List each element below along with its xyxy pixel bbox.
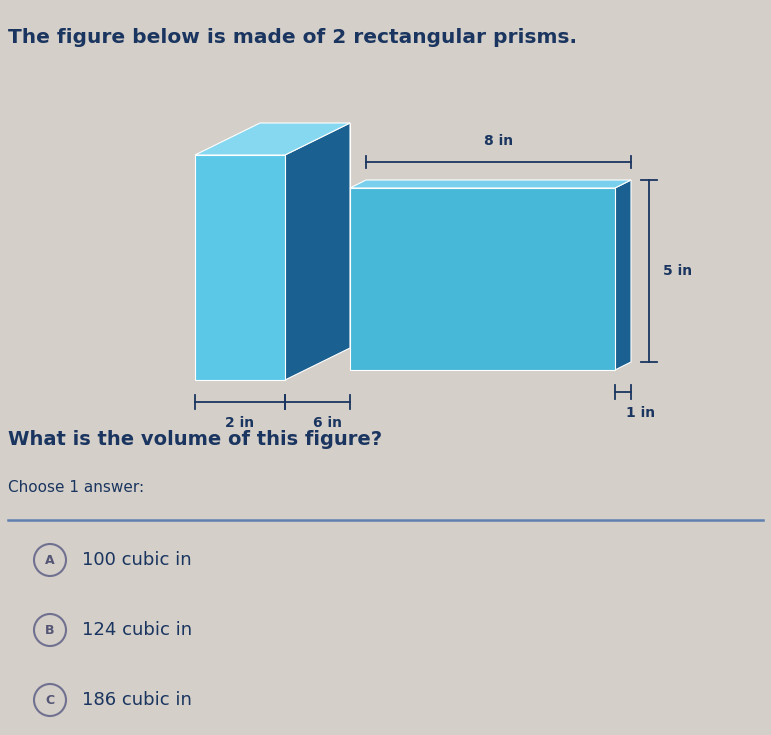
Text: B: B bbox=[45, 623, 55, 637]
Text: 2 in: 2 in bbox=[225, 416, 254, 430]
Text: 124 cubic in: 124 cubic in bbox=[82, 621, 192, 639]
Text: A: A bbox=[45, 553, 55, 567]
Text: 100 cubic in: 100 cubic in bbox=[82, 551, 192, 569]
Polygon shape bbox=[615, 180, 631, 370]
Text: 186 cubic in: 186 cubic in bbox=[82, 691, 192, 709]
Polygon shape bbox=[285, 123, 350, 380]
Text: 5 in: 5 in bbox=[663, 264, 692, 278]
Text: What is the volume of this figure?: What is the volume of this figure? bbox=[8, 430, 382, 449]
Polygon shape bbox=[195, 123, 350, 155]
Text: 8 in: 8 in bbox=[484, 134, 513, 148]
Text: The figure below is made of 2 rectangular prisms.: The figure below is made of 2 rectangula… bbox=[8, 28, 577, 47]
Polygon shape bbox=[260, 123, 350, 188]
Polygon shape bbox=[195, 155, 285, 380]
Text: 6 in: 6 in bbox=[313, 416, 342, 430]
Text: 1 in: 1 in bbox=[626, 406, 655, 420]
Polygon shape bbox=[350, 180, 631, 188]
Text: C: C bbox=[45, 694, 55, 706]
Text: Choose 1 answer:: Choose 1 answer: bbox=[8, 480, 144, 495]
Polygon shape bbox=[350, 188, 615, 370]
